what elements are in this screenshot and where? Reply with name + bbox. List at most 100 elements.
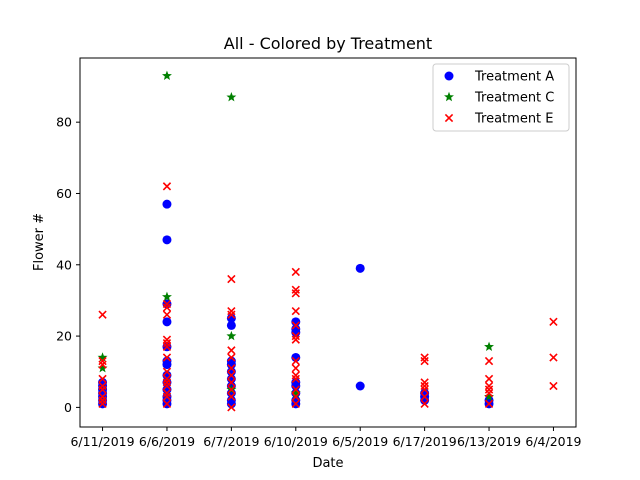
treatment-e-point bbox=[420, 353, 429, 362]
legend: Treatment A Treatment C Treatment E bbox=[432, 63, 570, 132]
treatment-e-point bbox=[227, 403, 236, 412]
treatment-e-point bbox=[291, 356, 300, 366]
treatment-e-point bbox=[291, 392, 300, 401]
x-tick-label: 6/4/2019 bbox=[525, 434, 581, 449]
legend-marker-treatment-e bbox=[444, 113, 454, 123]
treatment-e-point bbox=[291, 364, 300, 373]
treatment-e-point bbox=[420, 399, 429, 408]
treatment-e-point bbox=[420, 378, 429, 387]
treatment-e-point bbox=[227, 346, 236, 355]
chart-title: All - Colored by Treatment bbox=[224, 34, 432, 53]
treatment-e-point bbox=[291, 306, 300, 316]
x-tick-label: 6/5/2019 bbox=[332, 434, 388, 449]
x-tick-label: 6/13/2019 bbox=[457, 434, 521, 449]
treatment-e-point bbox=[162, 339, 172, 348]
y-axis: 0 20 40 60 80 bbox=[56, 115, 80, 415]
treatment-e-point bbox=[484, 385, 494, 394]
treatment-e-point bbox=[420, 356, 429, 366]
treatment-e-point bbox=[98, 360, 107, 369]
treatment-a-point bbox=[226, 320, 236, 330]
treatment-e-point bbox=[420, 381, 429, 391]
treatment-e-point bbox=[98, 381, 107, 391]
treatment-e-point bbox=[291, 289, 300, 298]
treatment-e-point bbox=[484, 388, 494, 398]
x-tick-label: 6/10/2019 bbox=[264, 434, 328, 449]
treatment-e-point bbox=[162, 342, 172, 351]
treatment-e-point bbox=[227, 392, 236, 401]
treatment-e-point bbox=[291, 331, 300, 341]
legend-label-treatment-a: Treatment A bbox=[474, 70, 554, 85]
treatment-e-point bbox=[98, 374, 107, 384]
treatment-e-point bbox=[484, 399, 494, 408]
x-axis: 6/11/2019 6/6/2019 6/7/2019 6/10/2019 6/5/20… bbox=[70, 427, 582, 449]
x-tick-label: 6/6/2019 bbox=[139, 434, 195, 449]
treatment-e-point bbox=[162, 353, 172, 362]
treatment-a-point bbox=[162, 235, 172, 245]
treatment-e-point bbox=[484, 374, 494, 384]
y-axis-label: Flower # bbox=[32, 213, 47, 271]
legend-marker-treatment-a bbox=[444, 71, 454, 81]
treatment-e-point bbox=[98, 392, 107, 401]
treatment-e-point bbox=[227, 371, 236, 380]
treatment-a-point bbox=[162, 317, 172, 327]
treatment-e-point bbox=[291, 335, 300, 344]
treatment-e-point bbox=[98, 396, 107, 405]
y-tick-label: 80 bbox=[56, 115, 72, 130]
treatment-e-point bbox=[98, 385, 107, 394]
treatment-e-point bbox=[162, 392, 172, 401]
treatment-a-point bbox=[355, 263, 365, 273]
legend-label-treatment-e: Treatment E bbox=[474, 112, 554, 127]
x-axis-label: Date bbox=[312, 456, 343, 471]
treatment-e-point bbox=[484, 381, 494, 391]
treatment-a-point bbox=[355, 381, 365, 391]
treatment-e-point bbox=[549, 317, 558, 326]
x-tick-label: 6/7/2019 bbox=[203, 434, 259, 449]
treatment-c-point bbox=[484, 341, 494, 351]
treatment-e-point bbox=[291, 285, 300, 294]
treatment-e-point bbox=[227, 306, 236, 316]
legend-label-treatment-c: Treatment C bbox=[474, 91, 554, 106]
treatment-e-point bbox=[162, 303, 172, 312]
y-tick-label: 40 bbox=[56, 257, 72, 272]
treatment-e-point bbox=[162, 374, 172, 384]
treatment-e-point bbox=[162, 367, 172, 376]
treatment-c-point bbox=[226, 92, 237, 102]
treatment-c-point bbox=[484, 391, 494, 401]
y-tick-label: 20 bbox=[56, 329, 72, 344]
treatment-e-point bbox=[291, 399, 300, 408]
treatment-e-point bbox=[162, 378, 172, 387]
treatment-c-point bbox=[162, 70, 172, 81]
treatment-e-point bbox=[291, 385, 300, 394]
treatment-e-point bbox=[162, 388, 172, 398]
treatment-c-point bbox=[290, 387, 301, 398]
treatment-e-point bbox=[291, 267, 300, 277]
treatment-e-point bbox=[162, 299, 172, 309]
treatment-c-point bbox=[162, 291, 172, 302]
treatment-e-point bbox=[227, 378, 236, 387]
treatment-e-point bbox=[484, 356, 494, 366]
plot-marks bbox=[97, 70, 558, 412]
x-tick-label: 6/11/2019 bbox=[70, 434, 134, 449]
treatment-e-point bbox=[227, 364, 236, 373]
treatment-e-point bbox=[549, 353, 558, 362]
treatment-e-point bbox=[98, 356, 107, 366]
treatment-e-point bbox=[291, 321, 300, 330]
x-tick-label: 6/17/2019 bbox=[393, 434, 457, 449]
treatment-e-point bbox=[227, 385, 236, 394]
treatment-e-point bbox=[162, 399, 172, 408]
legend-box bbox=[432, 63, 570, 132]
treatment-e-point bbox=[549, 381, 558, 391]
treatment-e-point bbox=[291, 371, 300, 380]
treatment-e-point bbox=[98, 399, 107, 408]
treatment-e-point bbox=[98, 310, 107, 319]
treatment-c-point bbox=[97, 352, 108, 362]
treatment-e-point bbox=[162, 335, 172, 344]
treatment-a-point bbox=[162, 199, 172, 209]
treatment-e-point bbox=[420, 385, 429, 394]
treatment-c-point bbox=[226, 330, 237, 341]
treatment-c-point bbox=[97, 362, 108, 373]
y-tick-label: 0 bbox=[64, 400, 72, 415]
treatment-e-point bbox=[162, 381, 172, 391]
plot-frame bbox=[79, 57, 577, 428]
